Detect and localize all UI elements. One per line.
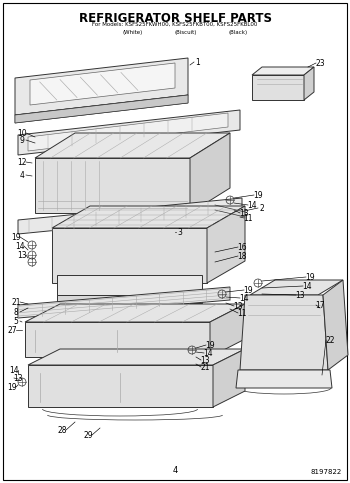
- Polygon shape: [25, 304, 245, 322]
- Polygon shape: [18, 110, 240, 155]
- Polygon shape: [28, 349, 245, 365]
- Text: 19: 19: [7, 383, 17, 392]
- Text: 14: 14: [302, 282, 312, 290]
- Polygon shape: [30, 63, 175, 105]
- Text: 21: 21: [200, 363, 210, 371]
- Polygon shape: [18, 198, 242, 234]
- Text: 29: 29: [83, 430, 93, 440]
- Polygon shape: [213, 349, 245, 407]
- Text: 13: 13: [17, 251, 27, 259]
- Polygon shape: [25, 322, 210, 357]
- Text: 5: 5: [14, 316, 19, 326]
- Text: 14: 14: [203, 349, 213, 357]
- Text: 17: 17: [315, 300, 325, 310]
- Polygon shape: [250, 280, 343, 295]
- Text: REFRIGERATOR SHELF PARTS: REFRIGERATOR SHELF PARTS: [78, 12, 272, 25]
- Text: 14: 14: [15, 242, 25, 251]
- Polygon shape: [207, 206, 245, 283]
- Polygon shape: [15, 95, 188, 123]
- Text: 8: 8: [14, 308, 19, 316]
- Text: 22: 22: [325, 336, 335, 344]
- Text: (Biscuit): (Biscuit): [174, 30, 197, 35]
- Text: 18: 18: [237, 252, 247, 260]
- Text: 28: 28: [57, 426, 67, 435]
- Polygon shape: [190, 133, 230, 213]
- Text: 21: 21: [11, 298, 21, 307]
- Text: 4: 4: [173, 466, 178, 475]
- Polygon shape: [15, 95, 188, 123]
- Text: 2: 2: [260, 203, 264, 213]
- Text: 19: 19: [253, 190, 263, 199]
- Text: 23: 23: [315, 58, 325, 68]
- Text: 19: 19: [243, 285, 253, 295]
- Text: 19: 19: [11, 232, 21, 242]
- Text: 19: 19: [305, 272, 315, 282]
- Text: 13: 13: [295, 290, 305, 299]
- Text: 12: 12: [17, 157, 27, 167]
- Polygon shape: [252, 67, 314, 75]
- Text: 1: 1: [196, 57, 201, 67]
- Polygon shape: [18, 287, 230, 318]
- Text: 11: 11: [237, 309, 247, 317]
- Polygon shape: [57, 295, 202, 303]
- Text: 13: 13: [233, 301, 243, 311]
- Polygon shape: [28, 113, 228, 151]
- Polygon shape: [57, 275, 202, 295]
- Text: 14: 14: [239, 294, 249, 302]
- Polygon shape: [28, 365, 213, 407]
- Polygon shape: [323, 280, 348, 370]
- Text: 27: 27: [7, 326, 17, 335]
- Polygon shape: [252, 75, 304, 100]
- Text: 9: 9: [20, 136, 25, 144]
- Text: 19: 19: [205, 341, 215, 350]
- Text: 14: 14: [9, 366, 19, 374]
- Text: 11: 11: [243, 213, 253, 223]
- Text: 8197822: 8197822: [311, 469, 342, 475]
- Polygon shape: [35, 158, 190, 213]
- Text: 13: 13: [13, 373, 23, 383]
- Polygon shape: [304, 67, 314, 100]
- Polygon shape: [236, 370, 332, 388]
- Text: (Black): (Black): [229, 30, 247, 35]
- Polygon shape: [15, 58, 188, 115]
- Text: 3: 3: [177, 227, 182, 237]
- Polygon shape: [210, 304, 245, 357]
- Text: 13: 13: [200, 355, 210, 365]
- Text: 14: 14: [247, 200, 257, 210]
- Polygon shape: [35, 133, 230, 158]
- Text: 10: 10: [17, 128, 27, 138]
- Polygon shape: [240, 295, 328, 370]
- Text: (White): (White): [123, 30, 143, 35]
- Text: 16: 16: [237, 242, 247, 252]
- Polygon shape: [52, 206, 245, 228]
- Text: 4: 4: [20, 170, 25, 180]
- Text: For Models: KSFS25FKWH00, KSFS25FKBT00, KSFS25FKBL00: For Models: KSFS25FKWH00, KSFS25FKBT00, …: [92, 22, 258, 27]
- Polygon shape: [52, 228, 207, 283]
- Text: 13: 13: [239, 209, 249, 217]
